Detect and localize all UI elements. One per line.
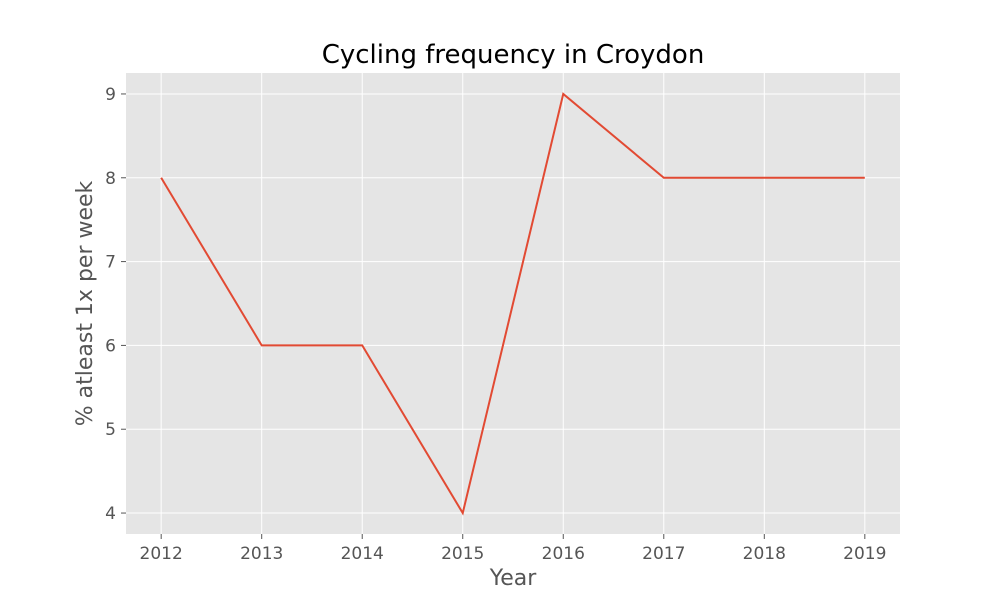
x-tick-label: 2017 — [642, 544, 685, 564]
y-tick-label: 7 — [105, 253, 116, 273]
series-line — [160, 92, 865, 516]
x-tick-label: 2012 — [140, 544, 183, 564]
axis-ticks: 2012 2013 2014 2015 2016 2017 2018 2019 4 5 6 7 8 9 — [105, 85, 886, 564]
x-tick-label: 2015 — [441, 544, 484, 564]
x-axis-label: Year — [489, 566, 538, 591]
y-tick-label: 4 — [105, 504, 116, 524]
x-tick-label: 2013 — [240, 544, 283, 564]
x-tick-label: 2019 — [843, 544, 886, 564]
x-tick-label: 2014 — [341, 544, 384, 564]
x-tick-label: 2018 — [743, 544, 786, 564]
y-tick-label: 9 — [105, 85, 116, 105]
y-axis-label: % atleast 1x per week — [73, 180, 98, 426]
y-tick-label: 5 — [105, 420, 116, 440]
series-layer — [160, 92, 865, 516]
grid-lines — [126, 73, 900, 534]
x-tick-label: 2016 — [542, 544, 585, 564]
chart-title: Cycling frequency in Croydon — [322, 40, 705, 70]
y-tick-label: 6 — [105, 336, 116, 356]
y-tick-label: 8 — [105, 169, 116, 189]
